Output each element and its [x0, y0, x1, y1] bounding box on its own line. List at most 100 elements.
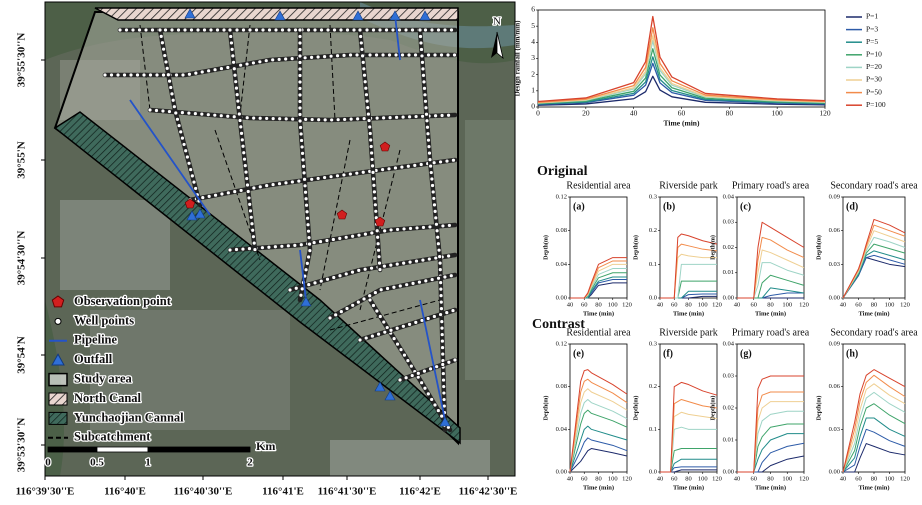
legend-label: P=100	[866, 100, 886, 109]
x-tick-label: 100	[608, 475, 618, 482]
y-axis-label: Depth(m)	[632, 396, 639, 421]
y-tick-label: 0.04	[723, 193, 735, 200]
y-tick-label: 1	[531, 86, 535, 95]
x-axis-label: Time (min)	[673, 484, 704, 491]
chart-title: Primary road's area	[732, 327, 810, 338]
x-tick-label: 0	[536, 109, 540, 118]
series-line	[843, 258, 905, 298]
scale-label: 0.5	[90, 457, 104, 469]
plot-frame	[660, 344, 717, 472]
series-line	[570, 277, 627, 298]
x-tick-label: 60	[581, 301, 588, 308]
series-line	[660, 382, 717, 472]
section-label: Original	[537, 164, 588, 179]
legend-label: P=30	[866, 75, 882, 84]
x-tick-label: 100	[885, 475, 895, 482]
y-tick-label: 6	[531, 5, 535, 14]
series-line	[570, 283, 627, 298]
y-tick-label: 0.08	[556, 227, 567, 234]
y-tick-label: 0.09	[829, 193, 840, 200]
page: Study area and depth charts html, body {…	[0, 0, 922, 505]
x-tick-label: 60	[855, 475, 862, 482]
chart-title: Riverside park	[659, 327, 718, 338]
lat-label: 39°54'30''N	[16, 231, 28, 286]
y-tick-label: 0.02	[723, 404, 734, 411]
series-line	[737, 222, 804, 298]
x-tick-label: 120	[712, 475, 722, 482]
lat-label: 39°54'N	[16, 336, 28, 373]
x-tick-label: 40	[630, 109, 638, 118]
satellite-patch	[465, 120, 515, 380]
legend-icon	[49, 374, 67, 386]
x-tick-label: 40	[567, 475, 574, 482]
x-tick-label: 40	[840, 475, 847, 482]
series-line	[843, 384, 905, 472]
x-tick-label: 80	[685, 301, 692, 308]
x-tick-label: 80	[595, 475, 602, 482]
y-tick-label: 0.1	[649, 426, 657, 433]
y-tick-label: 0.06	[829, 383, 841, 390]
y-tick-label: 0.00	[556, 294, 567, 301]
x-tick-label: 80	[726, 109, 734, 118]
lon-label: 116°41'E	[262, 486, 304, 498]
y-tick-label: 0.03	[723, 219, 734, 226]
legend-label: P=3	[866, 24, 878, 33]
north-label: N	[493, 16, 501, 28]
series-line	[737, 275, 804, 298]
x-tick-label: 120	[900, 301, 910, 308]
y-tick-label: 0.0	[649, 294, 657, 301]
y-tick-label: 0.1	[649, 261, 657, 268]
legend-icon	[55, 318, 61, 324]
y-tick-label: 0.02	[723, 244, 734, 251]
x-tick-label: 120	[799, 301, 809, 308]
x-axis-label: Time (min)	[583, 310, 614, 317]
y-tick-label: 0.08	[556, 383, 567, 390]
lon-label: 116°41'30''E	[318, 486, 377, 498]
series-line	[843, 444, 905, 472]
series-line	[660, 234, 717, 298]
y-axis-label: Design rainfall (mm/min)	[514, 20, 522, 96]
chart-title: Residential area	[566, 327, 631, 338]
lon-label: 116°42'E	[399, 486, 441, 498]
satellite-patch	[60, 200, 170, 290]
y-tick-label: 0.0	[649, 468, 657, 475]
x-tick-label: 100	[772, 109, 784, 118]
y-axis-label: Depth(m)	[815, 396, 822, 421]
series-line	[660, 399, 717, 472]
legend-icon	[49, 393, 67, 405]
map: N	[45, 2, 515, 476]
series-line	[737, 392, 804, 472]
legend-label: Well points	[74, 313, 134, 327]
x-tick-label: 60	[671, 475, 678, 482]
y-tick-label: 4	[531, 37, 535, 46]
scale-segment	[148, 447, 250, 452]
series-line	[737, 424, 804, 472]
y-tick-label: 0.3	[649, 193, 657, 200]
x-tick-label: 120	[622, 301, 632, 308]
y-tick-label: 0.12	[556, 193, 567, 200]
legend-label: P=20	[866, 62, 882, 71]
x-tick-label: 60	[581, 475, 588, 482]
series-line	[843, 375, 905, 472]
y-tick-label: 0.04	[556, 426, 568, 433]
x-axis-label: Time (min)	[755, 484, 786, 491]
x-tick-label: 40	[734, 475, 741, 482]
x-tick-label: 120	[799, 475, 809, 482]
y-tick-label: 0.00	[829, 468, 840, 475]
x-axis-label: Time (min)	[673, 310, 704, 317]
legend-label: P=1	[866, 12, 878, 21]
y-tick-label: 0.03	[829, 261, 840, 268]
x-tick-label: 60	[671, 301, 678, 308]
panel-label: (f)	[663, 348, 673, 359]
x-axis-label: Time (min)	[583, 484, 614, 491]
scale-label: 1	[145, 457, 151, 469]
series-line	[660, 244, 717, 298]
y-tick-label: 0.03	[829, 426, 840, 433]
y-axis-label: Depth(m)	[815, 235, 822, 260]
x-tick-label: 100	[885, 301, 895, 308]
series-line	[737, 237, 804, 298]
legend-label: Subcatchment	[74, 430, 151, 444]
scale-segment	[97, 447, 148, 452]
x-tick-label: 20	[582, 109, 590, 118]
x-tick-label: 100	[782, 475, 792, 482]
